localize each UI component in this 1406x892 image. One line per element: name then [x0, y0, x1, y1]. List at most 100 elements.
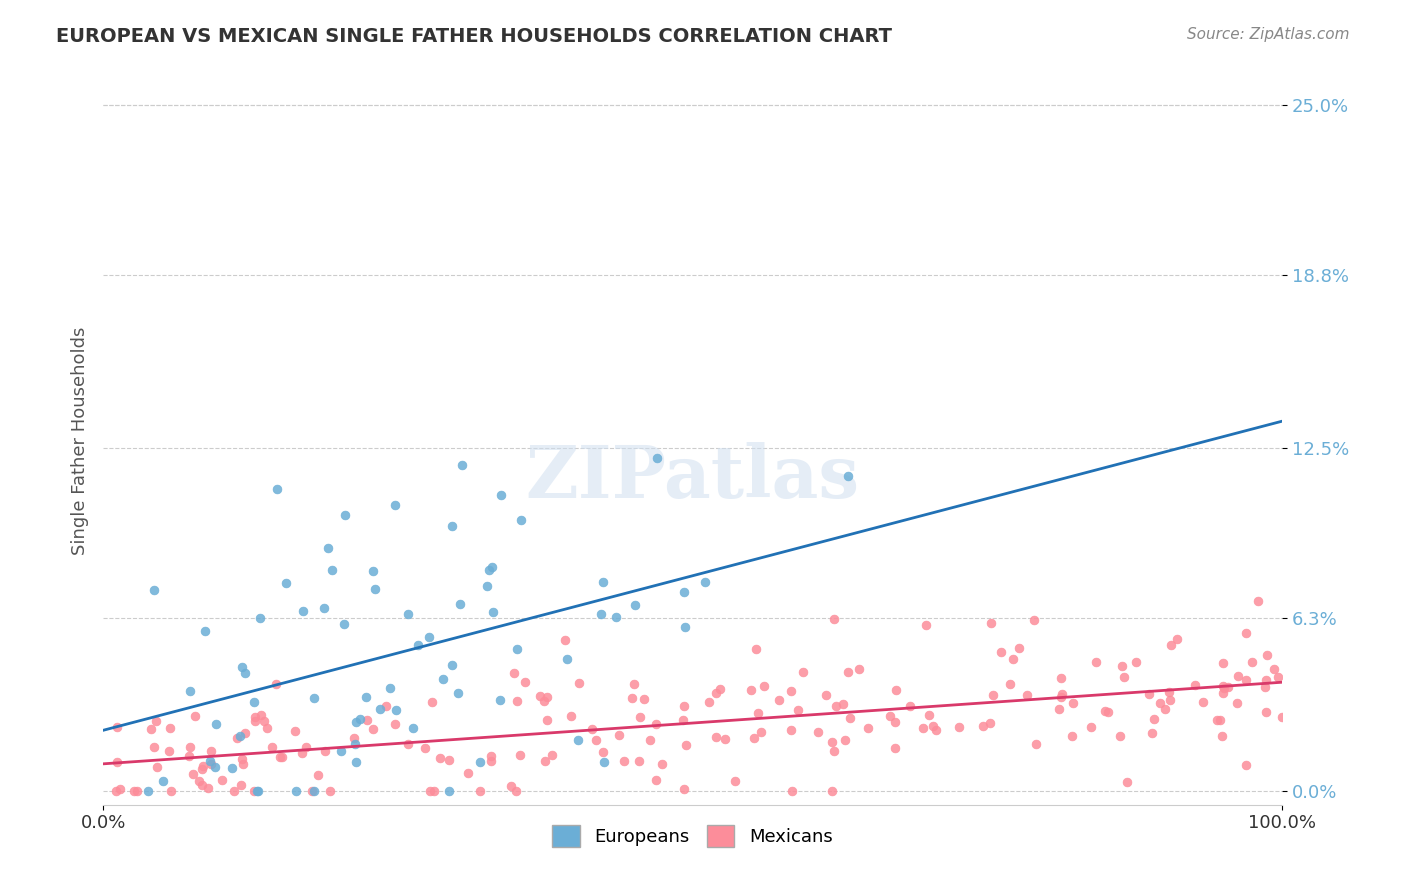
- Point: [437, 784, 460, 798]
- Point: [693, 575, 716, 590]
- Point: [344, 714, 367, 729]
- Point: [104, 784, 127, 798]
- Point: [502, 666, 524, 681]
- Point: [922, 719, 945, 733]
- Point: [420, 695, 443, 709]
- Y-axis label: Single Father Households: Single Father Households: [72, 326, 89, 555]
- Point: [449, 597, 471, 611]
- Point: [645, 451, 668, 466]
- Point: [200, 744, 222, 758]
- Point: [197, 781, 219, 796]
- Point: [232, 756, 254, 771]
- Point: [432, 672, 454, 686]
- Point: [1263, 662, 1285, 676]
- Point: [787, 703, 810, 717]
- Point: [672, 698, 695, 713]
- Point: [592, 575, 614, 590]
- Point: [554, 633, 576, 648]
- Point: [447, 686, 470, 700]
- Point: [475, 578, 498, 592]
- Point: [380, 681, 402, 696]
- Point: [468, 784, 491, 798]
- Point: [402, 721, 425, 735]
- Point: [243, 714, 266, 729]
- Point: [1125, 655, 1147, 669]
- Point: [349, 712, 371, 726]
- Point: [768, 693, 790, 707]
- Point: [592, 745, 614, 759]
- Point: [709, 682, 731, 697]
- Point: [200, 756, 222, 771]
- Point: [291, 746, 314, 760]
- Point: [301, 784, 323, 798]
- Point: [107, 755, 129, 769]
- Point: [1111, 658, 1133, 673]
- Point: [821, 735, 844, 749]
- Text: Source: ZipAtlas.com: Source: ZipAtlas.com: [1187, 27, 1350, 42]
- Point: [145, 714, 167, 728]
- Point: [318, 541, 340, 555]
- Point: [344, 755, 367, 769]
- Point: [593, 755, 616, 769]
- Point: [204, 717, 226, 731]
- Point: [981, 688, 1004, 702]
- Point: [747, 706, 769, 721]
- Point: [883, 715, 905, 730]
- Point: [1159, 693, 1181, 707]
- Point: [1157, 684, 1180, 698]
- Point: [779, 723, 801, 737]
- Point: [354, 690, 377, 705]
- Point: [780, 683, 803, 698]
- Point: [243, 695, 266, 709]
- Point: [673, 585, 696, 599]
- Point: [152, 773, 174, 788]
- Point: [226, 731, 249, 745]
- Point: [980, 615, 1002, 630]
- Point: [858, 721, 880, 735]
- Point: [837, 665, 859, 679]
- Point: [613, 755, 636, 769]
- Point: [1108, 729, 1130, 743]
- Point: [482, 605, 505, 619]
- Point: [274, 575, 297, 590]
- Point: [831, 697, 853, 711]
- Point: [838, 711, 860, 725]
- Point: [125, 784, 148, 798]
- Point: [271, 749, 294, 764]
- Point: [1184, 678, 1206, 692]
- Point: [998, 677, 1021, 691]
- Point: [423, 784, 446, 798]
- Point: [179, 683, 201, 698]
- Point: [141, 723, 163, 737]
- Point: [233, 666, 256, 681]
- Point: [1234, 758, 1257, 772]
- Point: [834, 732, 856, 747]
- Point: [672, 782, 695, 797]
- Point: [499, 779, 522, 793]
- Point: [245, 710, 267, 724]
- Point: [415, 741, 437, 756]
- Point: [509, 747, 531, 762]
- Point: [624, 599, 647, 613]
- Point: [825, 698, 848, 713]
- Point: [912, 721, 935, 735]
- Point: [138, 784, 160, 798]
- Point: [160, 784, 183, 798]
- Point: [1234, 673, 1257, 688]
- Point: [704, 730, 727, 744]
- Point: [356, 713, 378, 727]
- Point: [1094, 704, 1116, 718]
- Point: [333, 508, 356, 522]
- Point: [506, 694, 529, 708]
- Point: [1052, 687, 1074, 701]
- Point: [633, 692, 655, 706]
- Point: [319, 784, 342, 798]
- Point: [284, 784, 307, 798]
- Point: [384, 717, 406, 731]
- Point: [883, 740, 905, 755]
- Point: [651, 756, 673, 771]
- Point: [110, 782, 132, 797]
- Point: [555, 652, 578, 666]
- Point: [396, 607, 419, 621]
- Point: [159, 721, 181, 735]
